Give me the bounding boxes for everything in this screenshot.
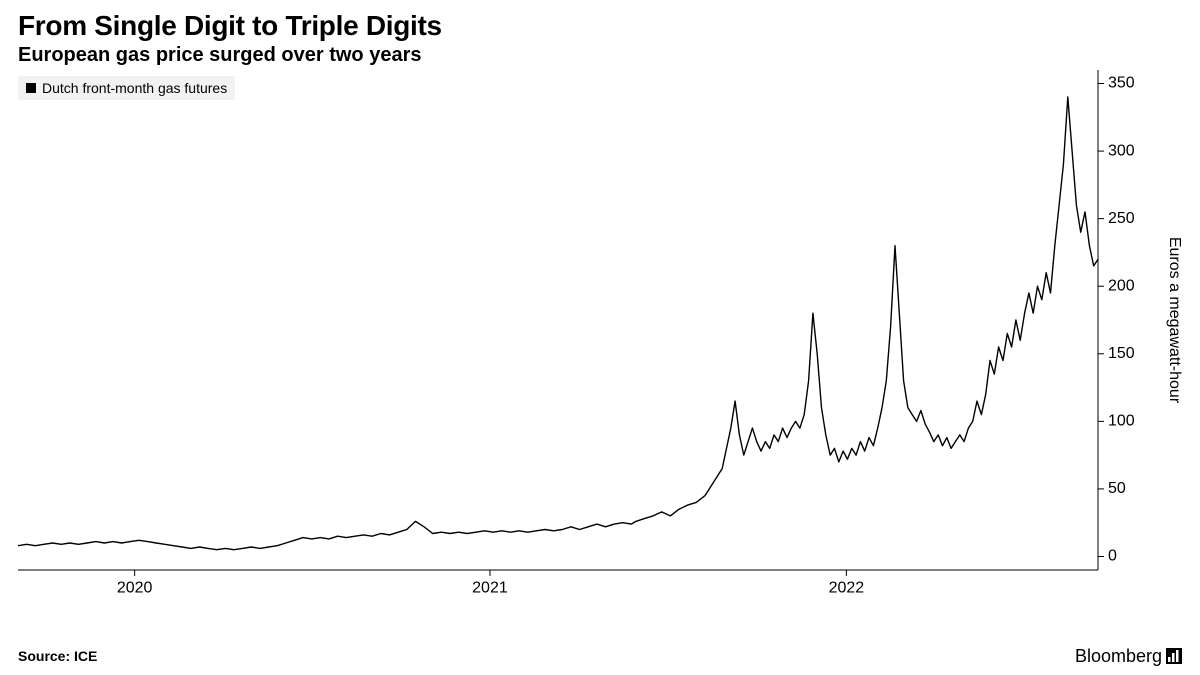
chart-title: From Single Digit to Triple Digits (0, 0, 1200, 44)
legend-swatch (26, 83, 36, 93)
svg-text:100: 100 (1108, 413, 1135, 430)
chart-area: 0 50 100 150 200 250 300 350 Euros a megawatt-ho… (18, 70, 1182, 610)
legend: Dutch front-month gas futures (18, 76, 235, 100)
footer: Source: ICE Bloomberg (0, 645, 1200, 675)
svg-text:2020: 2020 (117, 579, 153, 596)
svg-text:Euros a megawatt-hour: Euros a megawatt-hour (1166, 237, 1182, 404)
svg-text:0: 0 (1108, 548, 1117, 565)
svg-text:300: 300 (1108, 142, 1135, 159)
svg-text:350: 350 (1108, 75, 1135, 92)
brand-label: Bloomberg (1075, 646, 1182, 667)
svg-text:2022: 2022 (829, 579, 865, 596)
brand-icon (1166, 648, 1182, 664)
brand-text: Bloomberg (1075, 646, 1162, 667)
chart-subtitle: European gas price surged over two years (0, 44, 1200, 73)
svg-text:50: 50 (1108, 480, 1126, 497)
svg-text:250: 250 (1108, 210, 1135, 227)
svg-text:2021: 2021 (472, 579, 508, 596)
source-label: Source: ICE (18, 648, 97, 664)
line-chart-svg: 0 50 100 150 200 250 300 350 Euros a megawatt-ho… (18, 70, 1182, 610)
svg-text:150: 150 (1108, 345, 1135, 362)
svg-text:200: 200 (1108, 277, 1135, 294)
legend-label: Dutch front-month gas futures (42, 80, 227, 96)
